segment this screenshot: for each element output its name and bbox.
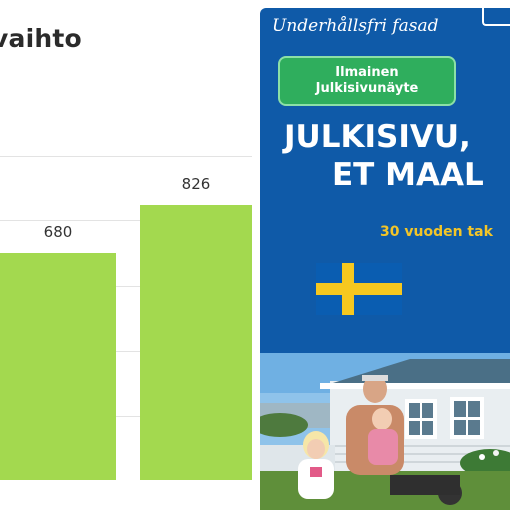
gridline <box>0 156 252 157</box>
gridline <box>0 416 252 417</box>
ad-panel[interactable]: Underhållsfri fasad Ilmainen Julkisivunä… <box>260 0 510 510</box>
swedish-flag-icon <box>316 263 402 315</box>
chart-panel: vaihto 680 826 <box>0 0 252 510</box>
bar <box>0 253 116 480</box>
gridline <box>0 220 252 221</box>
free-sample-button[interactable]: Ilmainen Julkisivunäyte <box>278 56 456 106</box>
bar-data-label: 680 <box>43 223 73 241</box>
ad-headline: JULKISIVU, ET MAAL <box>284 118 510 194</box>
cta-line2: Julkisivunäyte <box>315 81 419 96</box>
ad-top-text: Underhållsfri fasad <box>272 16 439 36</box>
divider <box>252 0 260 510</box>
gridline <box>0 351 252 352</box>
cta-line1: Ilmainen <box>335 65 399 80</box>
chart-title: vaihto <box>0 24 82 53</box>
ad-corner-icon[interactable] <box>482 0 510 26</box>
gridline <box>0 286 252 287</box>
family-house-photo <box>260 353 510 510</box>
bar <box>140 205 252 480</box>
ad-subtext: 30 vuoden tak <box>380 224 493 240</box>
headline-line1: JULKISIVU, <box>284 119 471 155</box>
bar-data-label: 826 <box>181 175 211 193</box>
headline-line2: ET MAAL <box>332 157 484 193</box>
